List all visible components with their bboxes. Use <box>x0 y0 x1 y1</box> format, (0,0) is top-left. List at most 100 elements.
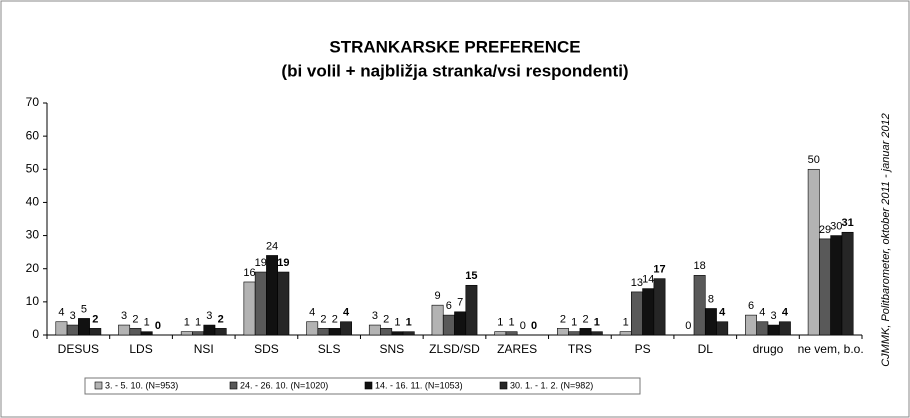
data-label: 0 <box>155 320 161 332</box>
data-label: 18 <box>694 260 706 272</box>
bar <box>454 311 467 336</box>
x-tick-label: DL <box>698 342 714 356</box>
bar <box>78 318 90 336</box>
bar <box>368 324 381 336</box>
data-label: 6 <box>748 300 754 312</box>
y-tick-label: 0 <box>32 327 39 341</box>
y-tick-label: 20 <box>26 261 40 275</box>
x-tick-label: SLS <box>318 342 341 356</box>
bar <box>140 331 153 336</box>
y-tick-label: 40 <box>26 195 40 209</box>
bar <box>841 231 854 336</box>
data-label: 1 <box>144 317 150 329</box>
bar <box>505 331 518 336</box>
legend-swatch <box>499 381 508 390</box>
data-label: 1 <box>406 317 412 329</box>
data-label: 17 <box>653 264 665 276</box>
data-label: 2 <box>332 313 338 325</box>
data-label: 2 <box>582 313 588 325</box>
data-label: 29 <box>819 224 831 236</box>
legend-label: 24. - 26. 10. (N=1020) <box>240 380 328 390</box>
data-label: 4 <box>343 307 350 319</box>
bar <box>819 238 831 336</box>
data-label: 31 <box>841 217 853 229</box>
legend-swatch <box>94 381 103 390</box>
bar <box>192 331 205 336</box>
x-tick-label: NSI <box>194 342 214 356</box>
data-label: 3 <box>372 310 378 322</box>
data-label: 0 <box>520 320 526 332</box>
bar <box>704 308 717 336</box>
bar <box>830 235 843 336</box>
data-label: 24 <box>266 240 278 252</box>
x-tick-label: ZLSD/SD <box>429 342 480 356</box>
bar <box>619 331 632 336</box>
bar <box>380 328 393 336</box>
bar <box>317 328 330 336</box>
legend-label: 14. - 16. 11. (N=1053) <box>375 380 463 390</box>
data-label: 1 <box>571 317 577 329</box>
x-tick-label: LDS <box>129 342 152 356</box>
source-note: CJMMK, Politbarometer, oktober 2011 - ja… <box>880 113 892 367</box>
bar <box>745 314 757 336</box>
legend-label: 3. - 5. 10. (N=953) <box>105 380 178 390</box>
bar <box>129 328 142 336</box>
y-tick-label: 50 <box>26 161 40 175</box>
data-label: 1 <box>594 317 600 329</box>
data-label: 0 <box>685 320 691 332</box>
x-tick-label: TRS <box>568 342 592 356</box>
bar <box>568 331 581 336</box>
legend-label: 30. 1. - 1. 2. (N=982) <box>510 380 593 390</box>
data-label: 3 <box>206 310 212 322</box>
data-label: 6 <box>446 300 452 312</box>
bar <box>630 291 643 336</box>
bar <box>716 321 729 336</box>
data-label: 2 <box>560 313 566 325</box>
x-tick-label: SNS <box>379 342 404 356</box>
y-tick-label: 70 <box>26 95 40 109</box>
data-label: 3 <box>121 310 127 322</box>
data-label: 3 <box>70 310 76 322</box>
data-label: 1 <box>508 317 514 329</box>
bar <box>254 271 267 336</box>
bar <box>203 324 216 336</box>
bar <box>66 324 79 336</box>
legend-swatch <box>229 381 238 390</box>
chart-subtitle: (bi volil + najbližja stranka/vsi respon… <box>281 61 628 80</box>
y-tick-label: 30 <box>26 228 40 242</box>
data-label: 13 <box>631 277 643 289</box>
bar <box>557 328 569 336</box>
bar <box>756 321 769 336</box>
bar <box>266 255 279 336</box>
legend-swatch <box>364 381 373 390</box>
bar <box>465 284 478 336</box>
data-label: 4 <box>759 307 765 319</box>
x-tick-label: ne vem, b.o. <box>798 342 864 356</box>
data-label: 2 <box>320 313 326 325</box>
x-tick-label: PS <box>635 342 651 356</box>
data-label: 3 <box>771 310 777 322</box>
bar <box>590 331 603 336</box>
data-label: 4 <box>58 307 64 319</box>
data-label: 4 <box>719 307 726 319</box>
bar <box>391 331 404 336</box>
data-label: 0 <box>531 320 537 332</box>
bar <box>180 331 193 336</box>
data-label: 1 <box>195 317 201 329</box>
x-tick-label: SDS <box>254 342 279 356</box>
x-tick-label: drugo <box>753 342 784 356</box>
data-label: 1 <box>394 317 400 329</box>
data-label: 19 <box>255 257 267 269</box>
y-tick-label: 10 <box>26 294 40 308</box>
data-label: 19 <box>277 257 289 269</box>
bar <box>55 321 68 336</box>
data-label: 2 <box>218 313 224 325</box>
bar <box>328 328 341 336</box>
data-label: 4 <box>782 307 789 319</box>
bar <box>579 328 592 336</box>
data-label: 4 <box>309 307 315 319</box>
data-label: 1 <box>184 317 190 329</box>
data-label: 1 <box>623 317 629 329</box>
